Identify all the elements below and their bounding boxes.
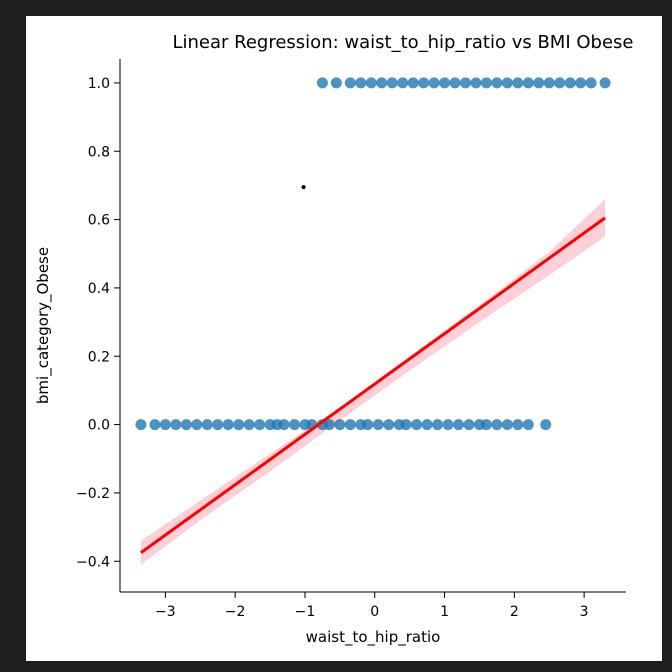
data-point [522, 77, 534, 89]
confidence-band [140, 199, 606, 565]
data-point [372, 419, 384, 431]
data-point [564, 77, 576, 89]
data-point [463, 419, 475, 431]
data-point [540, 419, 552, 431]
data-point [512, 419, 524, 431]
data-point [344, 77, 356, 89]
data-point [170, 419, 182, 431]
data-point [149, 419, 161, 431]
data-point [512, 77, 524, 89]
data-point [362, 419, 374, 431]
stray-point [301, 185, 306, 190]
data-point [501, 419, 513, 431]
data-point [501, 77, 513, 89]
data-point [543, 77, 555, 89]
data-point [491, 77, 503, 89]
y-tick-label: 1.0 [88, 76, 110, 92]
x-tick-label: −2 [225, 604, 246, 620]
data-point [159, 419, 171, 431]
data-point [480, 77, 492, 89]
data-point [421, 419, 433, 431]
chart-title: Linear Regression: waist_to_hip_ratio vs… [172, 32, 633, 53]
y-tick-label: −0.4 [76, 554, 110, 570]
data-point [334, 419, 346, 431]
data-point [585, 77, 597, 89]
data-point [386, 77, 398, 89]
data-point [428, 77, 440, 89]
regression-line [140, 216, 606, 554]
y-tick-label: −0.2 [76, 486, 110, 502]
data-point [599, 77, 611, 89]
data-point [400, 419, 412, 431]
data-point [288, 419, 300, 431]
data-point [254, 419, 266, 431]
data-point [554, 77, 566, 89]
x-tick-label: −3 [155, 604, 176, 620]
data-point [212, 419, 224, 431]
data-point [243, 419, 255, 431]
x-tick-label: 2 [510, 604, 519, 620]
data-point [432, 419, 444, 431]
data-point [316, 77, 328, 89]
data-point [201, 419, 213, 431]
data-point [355, 77, 367, 89]
data-point [376, 77, 388, 89]
data-point [365, 77, 377, 89]
y-tick-label: 0.0 [88, 418, 110, 434]
y-tick-label: 0.4 [88, 281, 110, 297]
data-point [397, 77, 409, 89]
data-point [344, 419, 356, 431]
data-point [135, 419, 147, 431]
data-point [191, 419, 203, 431]
y-tick-label: 0.8 [88, 144, 110, 160]
y-tick-label: 0.2 [88, 349, 110, 365]
data-point [278, 419, 290, 431]
data-point [459, 77, 471, 89]
data-point [383, 419, 395, 431]
x-tick-label: −1 [295, 604, 316, 620]
x-tick-label: 1 [440, 604, 449, 620]
y-axis-label: bmi_category_Obese [34, 247, 53, 404]
data-point [439, 77, 451, 89]
data-point [470, 77, 482, 89]
y-tick-label: 0.6 [88, 213, 110, 229]
data-point [449, 77, 461, 89]
data-point [452, 419, 464, 431]
data-point [330, 77, 342, 89]
data-point [407, 77, 419, 89]
x-tick-label: 3 [580, 604, 589, 620]
regression-chart: Linear Regression: waist_to_hip_ratio vs… [34, 32, 634, 647]
data-point [491, 419, 503, 431]
data-point [180, 419, 192, 431]
data-point [418, 77, 430, 89]
data-point [233, 419, 245, 431]
x-tick-label: 0 [370, 604, 379, 620]
chart-canvas: Linear Regression: waist_to_hip_ratio vs… [26, 16, 662, 661]
x-axis-label: waist_to_hip_ratio [306, 628, 441, 647]
data-point [533, 77, 545, 89]
data-point [442, 419, 454, 431]
data-point [575, 77, 587, 89]
data-point [480, 419, 492, 431]
data-point [222, 419, 234, 431]
data-point [411, 419, 423, 431]
data-point [323, 419, 335, 431]
data-point [522, 419, 534, 431]
